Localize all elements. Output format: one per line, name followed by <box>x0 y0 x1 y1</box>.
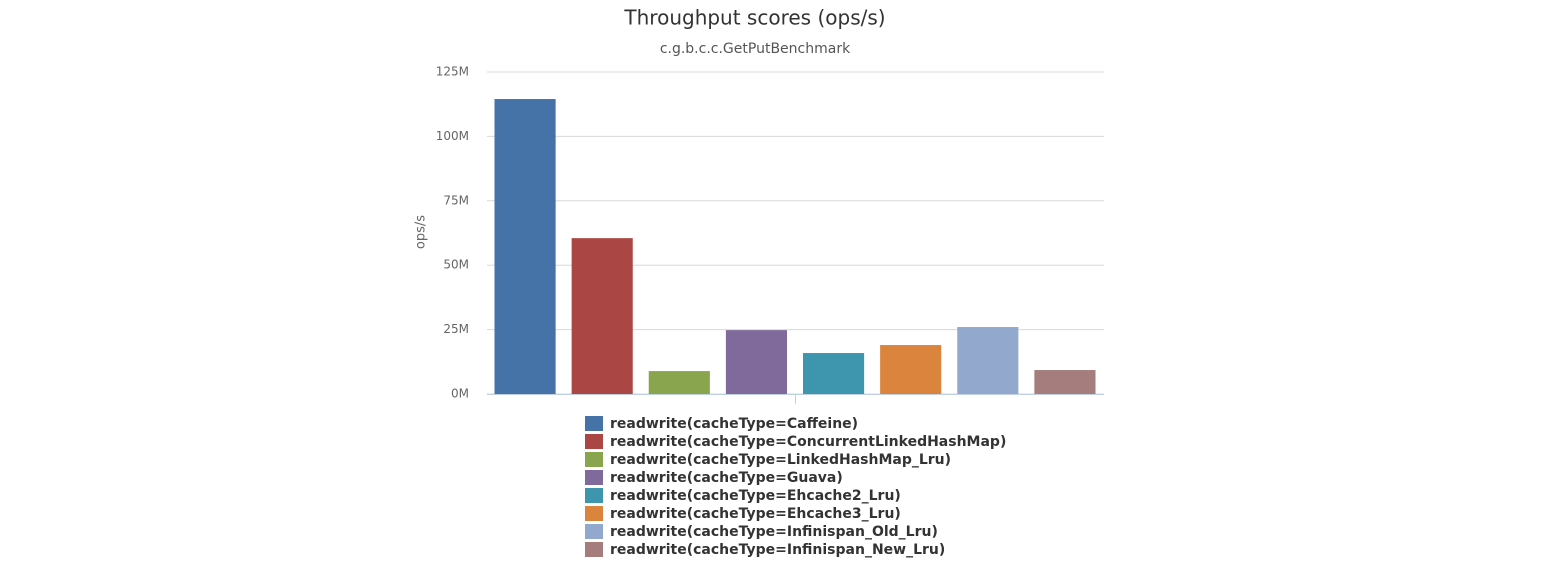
bar <box>648 371 710 394</box>
legend-swatch <box>585 452 603 467</box>
legend-swatch <box>585 416 603 431</box>
y-tick-label: 50M <box>443 258 469 272</box>
chart-title: Throughput scores (ops/s) <box>623 6 885 30</box>
y-tick-label: 125M <box>436 65 469 79</box>
bar <box>880 345 942 394</box>
legend-label: readwrite(cacheType=LinkedHashMap_Lru) <box>610 452 951 468</box>
bar <box>803 353 865 394</box>
legend-label: readwrite(cacheType=Infinispan_Old_Lru) <box>610 524 938 540</box>
y-tick-label: 25M <box>443 322 469 336</box>
legend-swatch <box>585 488 603 503</box>
y-tick-label: 75M <box>443 193 469 207</box>
y-tick-label: 0M <box>451 387 469 401</box>
legend-swatch <box>585 524 603 539</box>
chart-subtitle: c.g.b.c.c.GetPutBenchmark <box>660 41 851 57</box>
bar <box>1034 370 1096 394</box>
bar <box>725 330 787 394</box>
bar <box>571 238 633 394</box>
legend-label: readwrite(cacheType=ConcurrentLinkedHash… <box>610 434 1006 450</box>
bar <box>957 327 1019 394</box>
legend-label: readwrite(cacheType=Caffeine) <box>610 416 858 432</box>
legend-label: readwrite(cacheType=Infinispan_New_Lru) <box>610 542 945 558</box>
bar <box>494 99 556 394</box>
y-axis-title: ops/s <box>414 215 429 249</box>
legend-swatch <box>585 434 603 449</box>
legend-label: readwrite(cacheType=Ehcache3_Lru) <box>610 506 901 522</box>
legend-label: readwrite(cacheType=Ehcache2_Lru) <box>610 488 901 504</box>
y-tick-label: 100M <box>436 129 469 143</box>
legend-swatch <box>585 542 603 557</box>
legend-label: readwrite(cacheType=Guava) <box>610 470 843 486</box>
legend-swatch <box>585 470 603 485</box>
legend-swatch <box>585 506 603 521</box>
